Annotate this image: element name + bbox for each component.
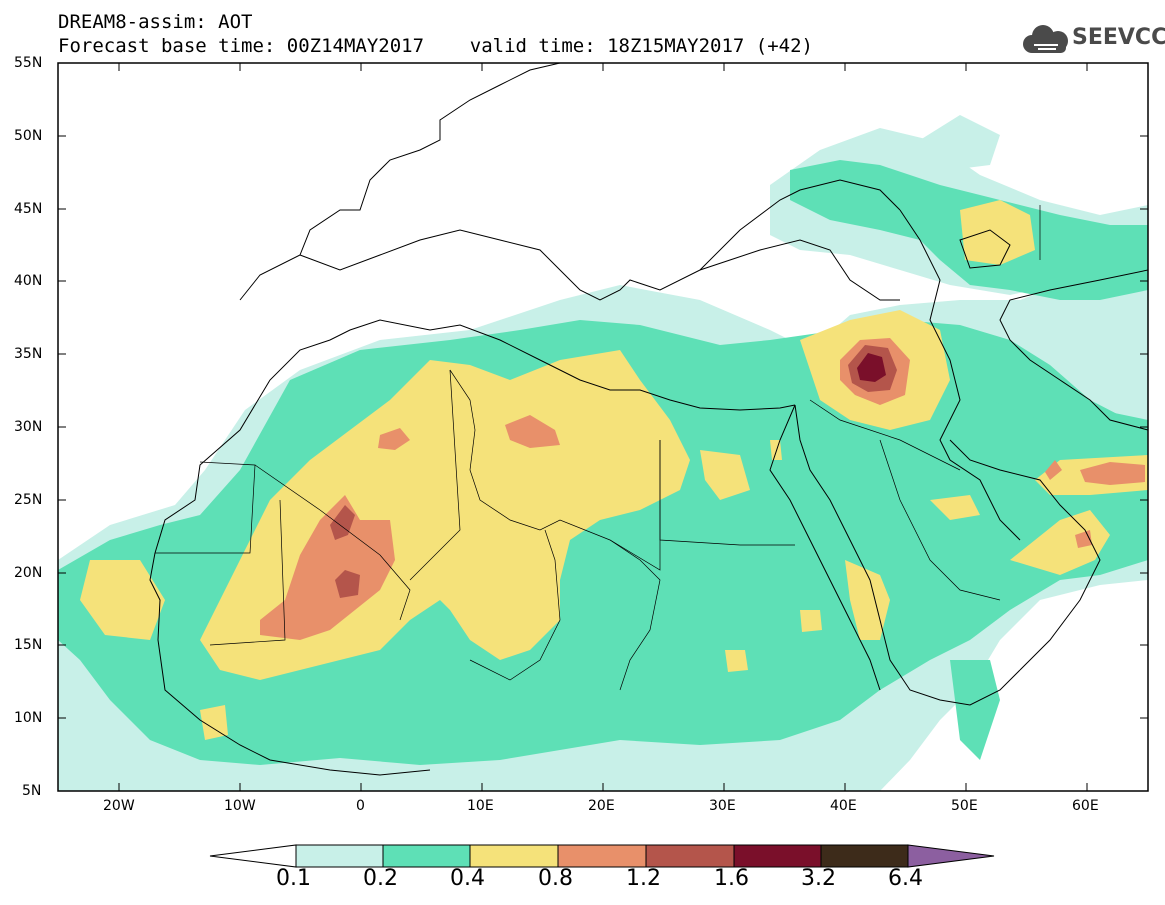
- logo-text: SEEVCCC: [1072, 25, 1165, 50]
- lon-label: 10W: [224, 798, 256, 814]
- lat-label: 15N: [14, 637, 43, 653]
- lon-label: 20W: [103, 798, 135, 814]
- cloud-icon: [1023, 25, 1068, 53]
- lon-label: 0: [356, 798, 365, 814]
- lat-label: 45N: [14, 201, 43, 217]
- lat-label: 50N: [14, 128, 43, 144]
- lon-label: 30E: [709, 798, 736, 814]
- map-title: DREAM8-assim: AOT: [58, 11, 253, 33]
- colorbar-label: 3.2: [801, 866, 836, 891]
- aot-1.6-band: [857, 353, 886, 382]
- lon-label: 40E: [830, 798, 857, 814]
- lat-label: 25N: [14, 492, 43, 508]
- colorbar-label: 1.2: [626, 866, 661, 891]
- forecast-times: Forecast base time: 00Z14MAY2017 valid t…: [58, 35, 813, 57]
- lon-label: 60E: [1072, 798, 1099, 814]
- colorbar-label: 1.6: [714, 866, 749, 891]
- lat-label: 30N: [14, 419, 43, 435]
- lat-label: 35N: [14, 346, 43, 362]
- lon-label: 20E: [588, 798, 615, 814]
- country-borders: [155, 205, 1041, 691]
- map-frame: [57, 62, 1149, 792]
- lat-label: 20N: [14, 565, 43, 581]
- lat-label: 40N: [14, 273, 43, 289]
- lon-label: 10E: [467, 798, 494, 814]
- coastlines: [149, 63, 1148, 776]
- colorbar-label: 0.4: [450, 866, 485, 891]
- colorbar-label: 6.4: [888, 866, 923, 891]
- lat-label: 10N: [14, 710, 43, 726]
- lat-label: 5N: [22, 783, 42, 799]
- lat-label: 55N: [14, 55, 43, 71]
- colorbar-label: 0.8: [538, 866, 573, 891]
- lon-label: 50E: [951, 798, 978, 814]
- colorbar-label: 0.2: [363, 866, 398, 891]
- colorbar-label: 0.1: [276, 866, 311, 891]
